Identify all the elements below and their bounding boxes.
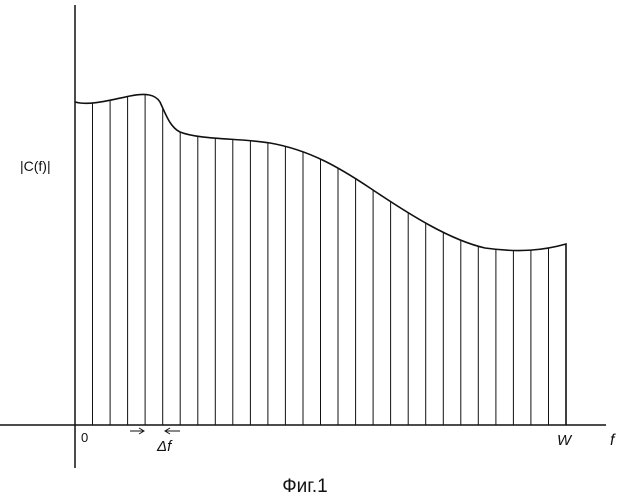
origin-label: 0 [81, 430, 88, 445]
y-axis-label: |C(f)| [20, 158, 51, 174]
sample-lines [93, 95, 567, 426]
x-axis-label: f [610, 432, 616, 449]
end-label: W [557, 432, 573, 449]
delta-f-label: Δf [156, 438, 173, 455]
figure-caption: Фиг.1 [282, 476, 328, 497]
delta-f-arrows [130, 428, 180, 434]
